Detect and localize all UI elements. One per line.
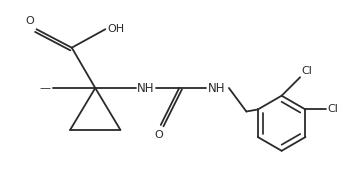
Text: O: O xyxy=(25,16,34,26)
Text: NH: NH xyxy=(208,81,225,95)
Text: —: — xyxy=(39,83,51,93)
Text: OH: OH xyxy=(107,24,124,34)
Text: O: O xyxy=(155,130,164,140)
Text: NH: NH xyxy=(137,81,155,95)
Text: Cl: Cl xyxy=(327,105,338,115)
Text: Cl: Cl xyxy=(302,66,313,76)
